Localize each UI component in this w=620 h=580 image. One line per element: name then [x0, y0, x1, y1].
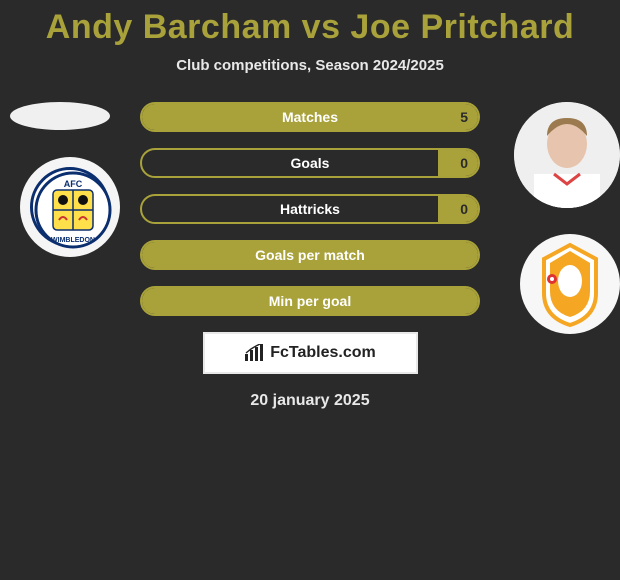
- player-left-avatar: [10, 102, 110, 130]
- svg-text:AFC: AFC: [64, 179, 83, 189]
- stat-label: Goals: [142, 150, 478, 176]
- stat-row-goals-per-match: Goals per match: [140, 240, 480, 270]
- stat-label: Hattricks: [142, 196, 478, 222]
- afc-wimbledon-badge-icon: AFC WIMBLEDON: [30, 167, 110, 247]
- stat-label: Goals per match: [142, 242, 478, 268]
- stat-label: Matches: [142, 104, 478, 130]
- player-left-club-badge: AFC WIMBLEDON: [20, 157, 120, 257]
- svg-text:WIMBLEDON: WIMBLEDON: [51, 237, 95, 244]
- bar-chart-icon: [244, 344, 264, 362]
- stat-row-hattricks: Hattricks 0: [140, 194, 480, 224]
- snapshot-date: 20 january 2025: [0, 392, 620, 410]
- stat-value-right: 0: [460, 150, 468, 176]
- stat-value-right: 5: [460, 104, 468, 130]
- subtitle: Club competitions, Season 2024/2025: [0, 57, 620, 74]
- stat-row-goals: Goals 0: [140, 148, 480, 178]
- brand-text: FcTables.com: [270, 344, 376, 362]
- player-right-club-badge: [520, 234, 620, 334]
- mk-dons-badge-icon: [530, 239, 610, 329]
- stat-bars: Matches 5 Goals 0 Hattricks 0 Goals per …: [140, 102, 480, 316]
- brand-watermark: FcTables.com: [203, 332, 418, 374]
- comparison-panel: AFC WIMBLEDON: [0, 102, 620, 410]
- stat-value-right: 0: [460, 196, 468, 222]
- stat-row-matches: Matches 5: [140, 102, 480, 132]
- page-title: Andy Barcham vs Joe Pritchard: [0, 0, 620, 47]
- player-right-avatar: [514, 102, 620, 208]
- stat-row-min-per-goal: Min per goal: [140, 286, 480, 316]
- stat-label: Min per goal: [142, 288, 478, 314]
